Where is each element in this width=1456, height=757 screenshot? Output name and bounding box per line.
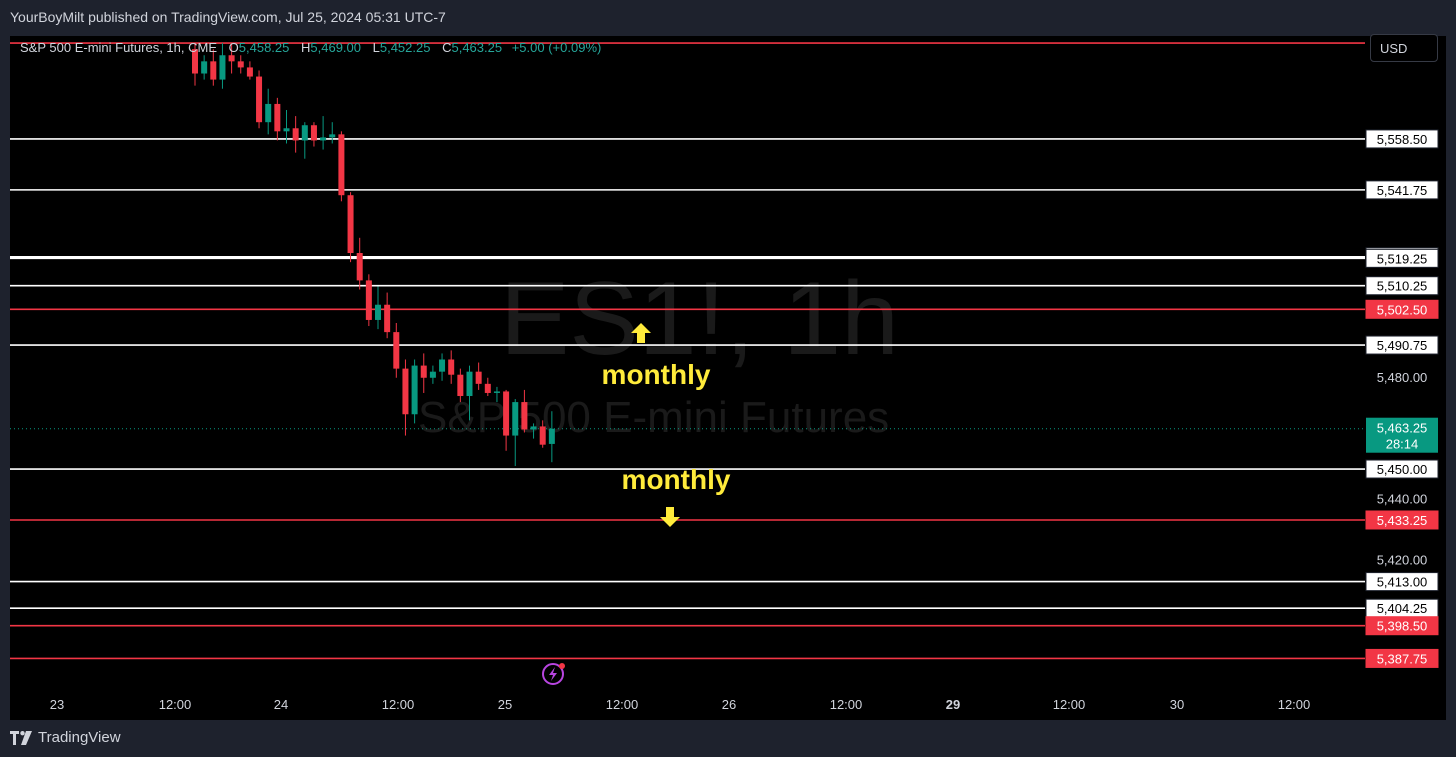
publish-header-bar: YourBoyMilt published on TradingView.com… bbox=[0, 0, 1456, 36]
frame-right bbox=[1446, 36, 1456, 720]
open-value: 5,458.25 bbox=[238, 40, 290, 55]
ohlc-legend: S&P 500 E-mini Futures, 1h, CME O5,458.2… bbox=[20, 40, 601, 55]
tradingview-brand[interactable]: TradingView bbox=[10, 729, 121, 746]
low-label: L bbox=[372, 40, 380, 55]
tradingview-logo-icon bbox=[10, 730, 32, 745]
low-value: 5,452.25 bbox=[379, 40, 431, 55]
publish-info: YourBoyMilt published on TradingView.com… bbox=[10, 9, 446, 25]
brand-name: TradingView bbox=[38, 729, 121, 746]
high-label: H bbox=[301, 40, 311, 55]
open-label: O bbox=[228, 40, 239, 55]
time-axis[interactable] bbox=[10, 690, 1446, 720]
footer-bar bbox=[0, 720, 1456, 757]
chart-pane[interactable] bbox=[10, 36, 1365, 690]
close-label: C bbox=[442, 40, 452, 55]
price-axis[interactable] bbox=[1365, 36, 1446, 690]
symbol-label[interactable]: S&P 500 E-mini Futures, 1h, CME bbox=[20, 40, 218, 55]
close-value: 5,463.25 bbox=[451, 40, 503, 55]
currency-button[interactable]: USD bbox=[1370, 34, 1438, 62]
high-value: 5,469.00 bbox=[310, 40, 361, 55]
change-value: +5.00 (+0.09%) bbox=[511, 40, 602, 55]
